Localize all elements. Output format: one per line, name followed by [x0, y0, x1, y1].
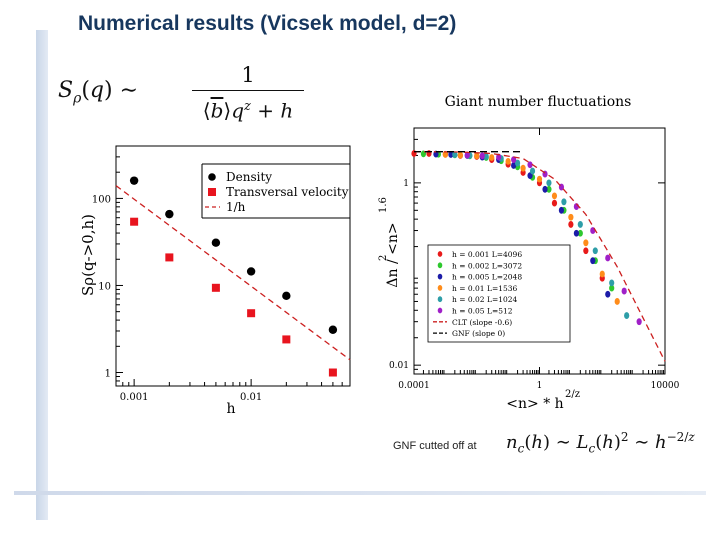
left-ytick-label: 1 [105, 369, 111, 380]
left-point-transversal [211, 283, 220, 292]
left-point-transversal [328, 368, 337, 377]
left-point-transversal [282, 335, 291, 344]
legend-marker-density [208, 173, 216, 181]
left-point-density [246, 267, 256, 276]
left-legend-label: Transversal velocity [226, 185, 349, 199]
left-xlabel: h [226, 401, 235, 417]
decorative-vertical-bar [36, 30, 48, 520]
left-series-fit-line [115, 185, 351, 361]
left-ylabel: Sρ(q->0,h) [79, 214, 97, 296]
left-point-density [328, 325, 338, 334]
gnf-cutoff-note: GNF cutted off at [393, 440, 477, 452]
legend-marker-transversal [208, 188, 216, 196]
left-legend-label: Density [226, 170, 272, 184]
left-point-density [165, 209, 174, 219]
left-ytick-label: 100 [92, 194, 111, 205]
left-ytick-label: 10 [98, 281, 111, 292]
structure-factor-equation: Sρ(q) ∼ 1 ⟨b⟩qz + h [58, 62, 304, 123]
left-point-density [129, 176, 139, 185]
decorative-horizontal-rule [14, 491, 706, 495]
slide-title: Numerical results (Vicsek model, d=2) [78, 12, 457, 35]
left-xtick-label: 0.01 [240, 392, 262, 403]
left-xtick-label: 0.001 [120, 392, 149, 403]
left-point-transversal [165, 253, 174, 262]
left-point-transversal [130, 217, 139, 226]
left-legend-label: 1/h [226, 200, 246, 214]
left-point-density [282, 291, 291, 301]
crossover-equation: nc(h) ∼ Lc(h)2 ∼ h−2/z [506, 430, 695, 456]
left-point-density [211, 238, 221, 247]
left-point-transversal [247, 309, 256, 318]
